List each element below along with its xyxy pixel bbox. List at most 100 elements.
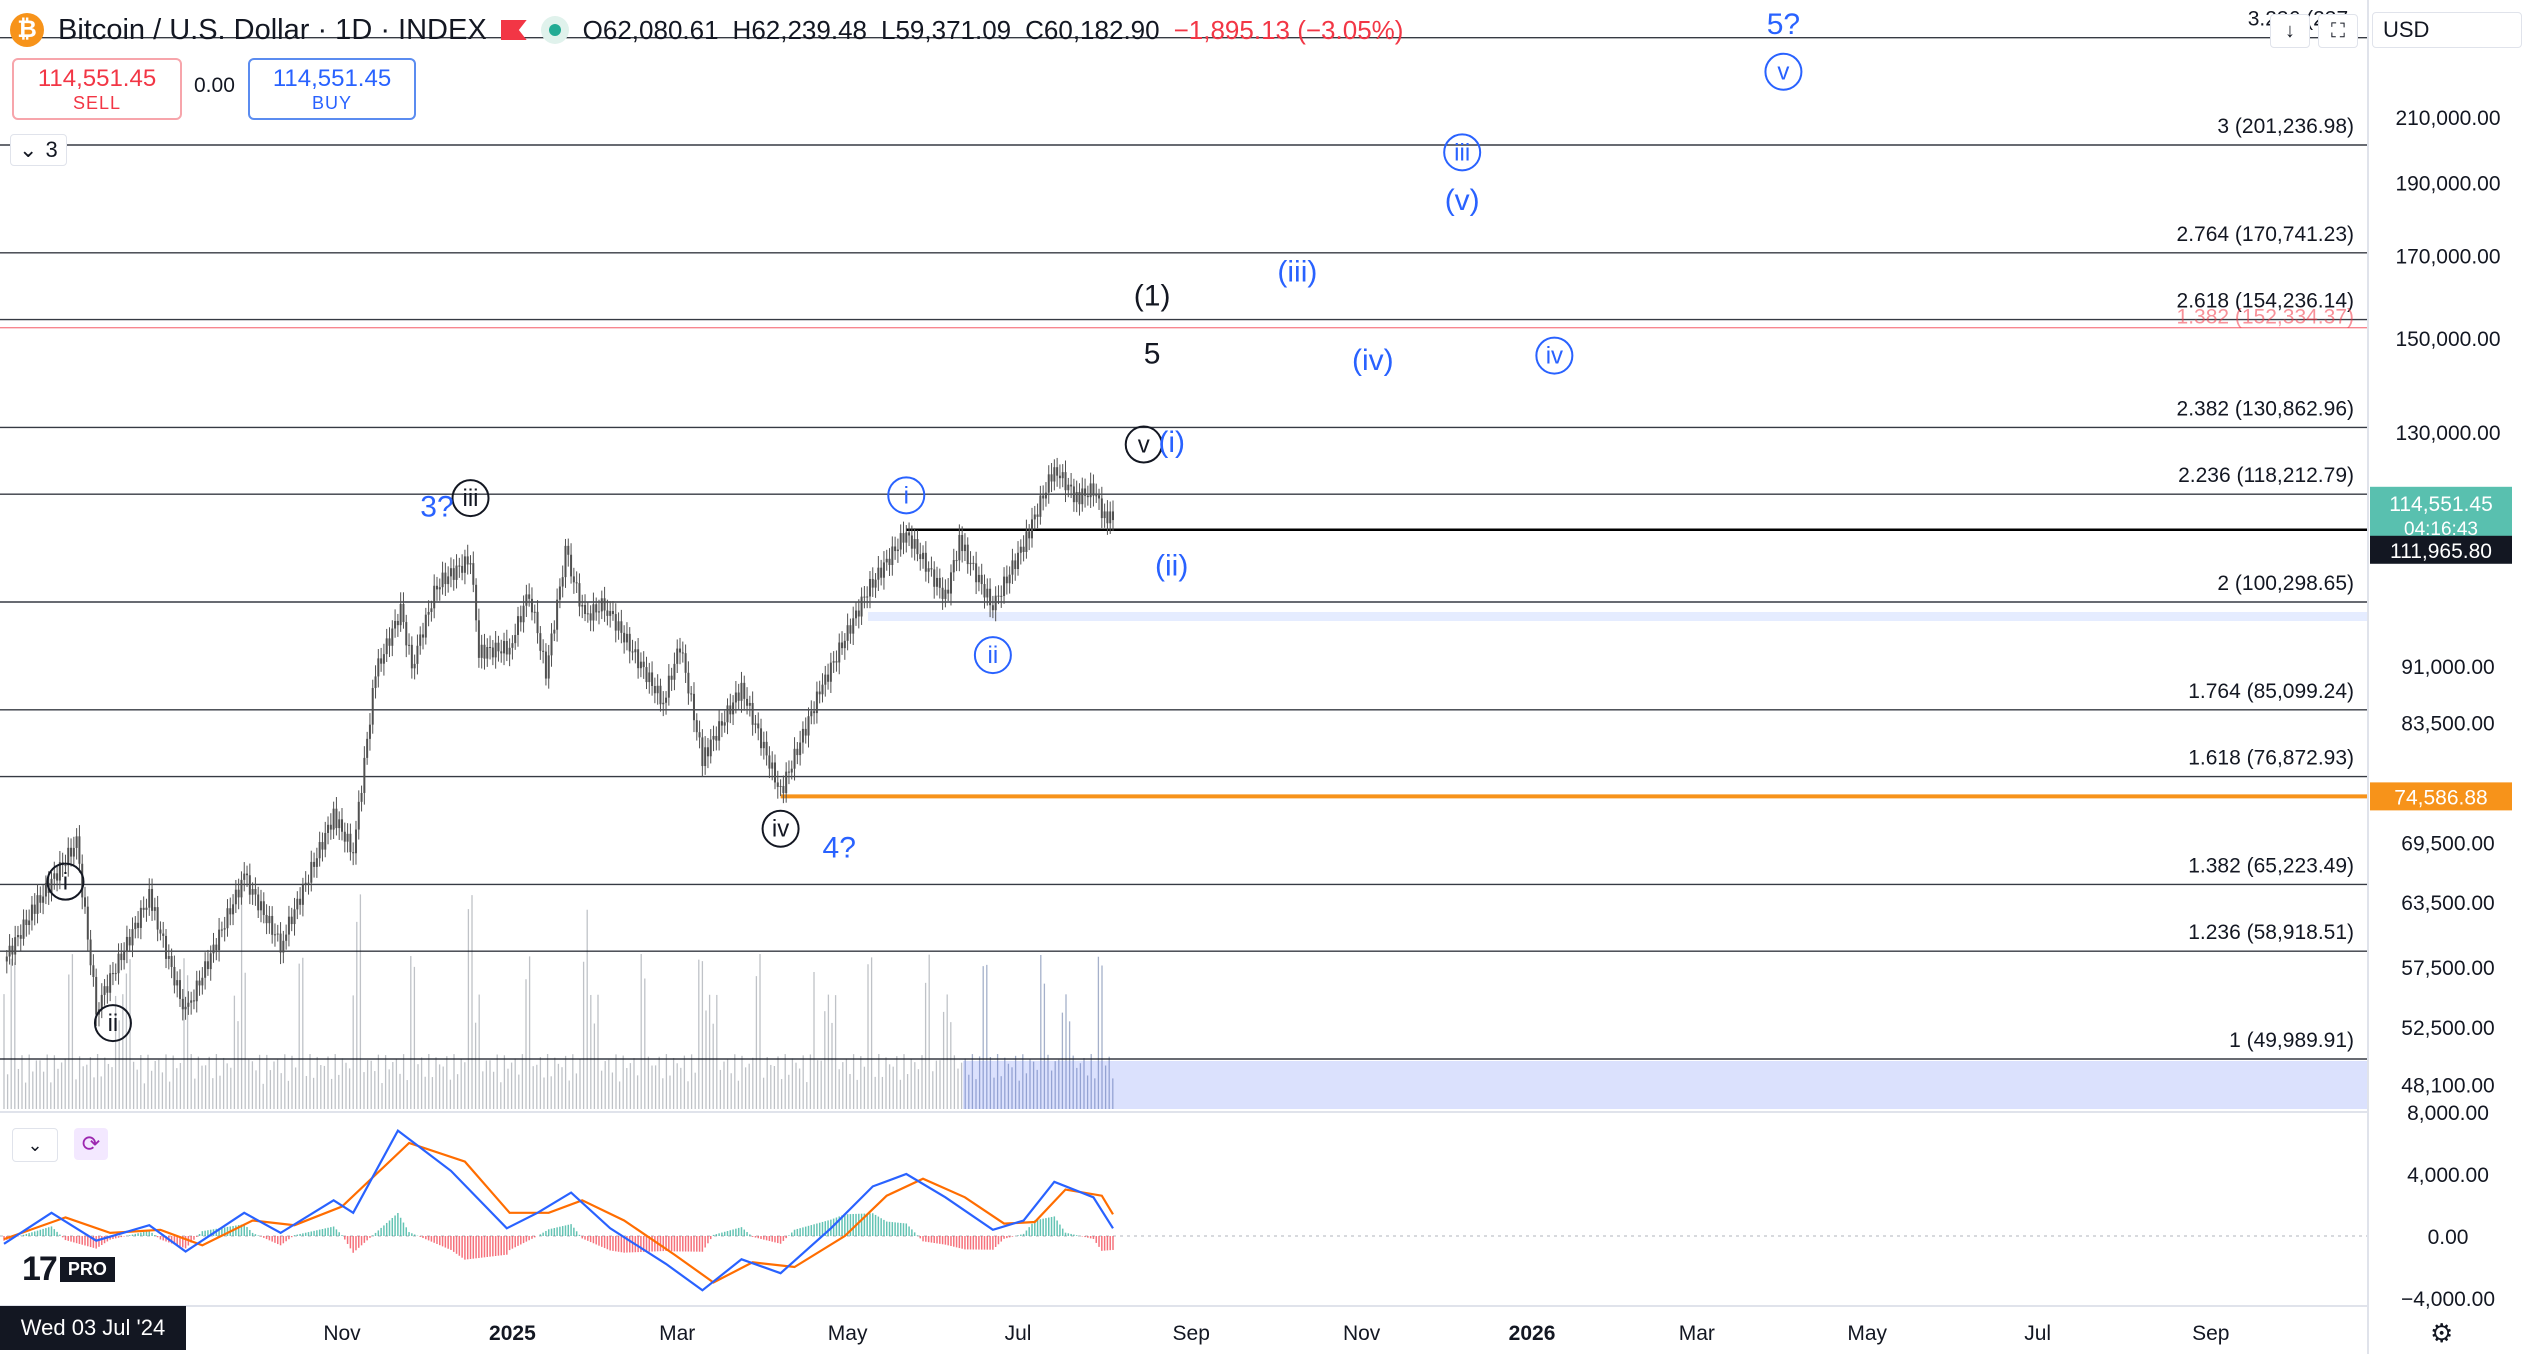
- change-value: −1,895.13 (−3.05%): [1173, 14, 1404, 45]
- candle-body: [1011, 560, 1014, 575]
- candle-body: [5, 956, 8, 962]
- candle-body: [556, 599, 559, 630]
- candle-body: [299, 898, 302, 905]
- indicators-collapse-button[interactable]: ⌄ 3: [10, 134, 67, 166]
- candle-body: [628, 633, 631, 652]
- candle-body: [86, 906, 89, 940]
- candle-body: [631, 651, 634, 653]
- symbol-title[interactable]: Bitcoin / U.S. Dollar · 1D · INDEX: [58, 13, 487, 46]
- candle-body: [290, 916, 293, 925]
- wave-label: iv: [772, 816, 789, 843]
- candle-body: [1061, 472, 1064, 479]
- price-horizontal-lines: [780, 528, 2368, 799]
- candle-body: [307, 882, 310, 884]
- candle-body: [461, 565, 464, 573]
- wave-label: 4?: [823, 831, 856, 864]
- time-axis-label: Jul: [2024, 1322, 2051, 1345]
- candle-body: [754, 723, 757, 725]
- low-value: L59,371.09: [881, 14, 1012, 45]
- wave-label: (v): [1445, 184, 1480, 217]
- spread-value: 0.00: [194, 74, 235, 97]
- candle-body: [1047, 474, 1050, 493]
- fib-label: 2 (100,298.65): [2217, 572, 2354, 595]
- candle-body: [139, 907, 142, 928]
- chart-settings-button[interactable]: ⚙: [2430, 1318, 2453, 1349]
- candle-body: [1092, 483, 1095, 496]
- candle-body: [768, 755, 771, 769]
- macd-collapse-button[interactable]: ⌄: [12, 1128, 58, 1162]
- price-axis-label: 48,100.00: [2401, 1074, 2494, 1097]
- candle-body: [715, 735, 718, 741]
- candle-body: [352, 852, 355, 854]
- macd-sync-button[interactable]: ⟳: [74, 1128, 108, 1160]
- candle-body: [84, 897, 87, 907]
- flag-icon[interactable]: [500, 20, 527, 40]
- candle-body: [156, 907, 159, 930]
- candle-body: [343, 831, 346, 842]
- candle-body: [505, 640, 508, 655]
- candle-body: [81, 863, 84, 898]
- candle-body: [698, 732, 701, 738]
- scroll-down-button[interactable]: ↓: [2270, 14, 2310, 48]
- price-candles: [5, 457, 1114, 1027]
- candle-body: [503, 640, 506, 654]
- wave-label: v: [1777, 59, 1789, 86]
- candle-body: [128, 936, 131, 946]
- candle-body: [773, 762, 776, 783]
- candle-body: [659, 685, 662, 705]
- candle-body: [449, 568, 452, 577]
- candle-body: [95, 976, 98, 1015]
- market-status-icon[interactable]: [540, 16, 569, 44]
- candle-body: [938, 577, 941, 588]
- candle-body: [561, 577, 564, 587]
- candle-body: [148, 889, 151, 908]
- sync-icon: ⟳: [81, 1131, 101, 1156]
- fib-label: 2.236 (118,212.79): [2178, 464, 2354, 487]
- candle-body: [667, 675, 670, 698]
- fullscreen-button[interactable]: ⛶: [2318, 14, 2358, 48]
- candle-body: [991, 605, 994, 611]
- candle-body: [366, 738, 369, 758]
- candle-body: [1081, 488, 1084, 505]
- candle-body: [874, 579, 877, 588]
- candle-body: [592, 604, 595, 621]
- buy-button[interactable]: 114,551.45 BUY: [248, 58, 416, 120]
- candle-body: [237, 889, 240, 898]
- wave-label: (iv): [1352, 344, 1394, 377]
- candle-body: [684, 653, 687, 673]
- candle-body: [704, 747, 707, 767]
- candle-body: [388, 638, 391, 646]
- time-axis-label: Jul: [1005, 1322, 1032, 1345]
- tradingview-logo[interactable]: 17 PRO: [22, 1250, 115, 1288]
- candle-body: [623, 632, 626, 643]
- candle-body: [726, 705, 729, 723]
- candle-body: [458, 565, 461, 567]
- sell-button[interactable]: 114,551.45 SELL: [12, 58, 182, 120]
- candle-body: [114, 973, 117, 975]
- candle-body: [151, 889, 154, 911]
- candle-body: [841, 642, 844, 649]
- candle-body: [776, 782, 779, 787]
- candle-body: [670, 675, 673, 680]
- candle-body: [863, 596, 866, 598]
- candle-body: [570, 554, 573, 577]
- candle-body: [371, 688, 374, 725]
- candle-body: [885, 558, 888, 563]
- candle-body: [354, 829, 357, 854]
- candle-body: [402, 603, 405, 623]
- candle-body: [234, 889, 237, 905]
- candle-body: [72, 847, 75, 857]
- candle-body: [293, 909, 296, 925]
- fib-label: 1.236 (58,918.51): [2188, 921, 2354, 944]
- time-axis[interactable]: Nov 2025 Mar May Jul Sep Nov 2026 Mar May Jul Sep: [323, 1322, 2229, 1345]
- currency-select[interactable]: USD: [2372, 12, 2522, 48]
- candle-body: [896, 549, 899, 552]
- candle-body: [382, 654, 385, 664]
- candle-body: [516, 616, 519, 635]
- crosshair-date-tag: Wed 03 Jul '24: [0, 1306, 186, 1350]
- candle-body: [1056, 467, 1059, 476]
- price-axis[interactable]: 210,000.00 190,000.00 170,000.00 150,000.00…: [2395, 107, 2500, 1311]
- candle-body: [120, 953, 123, 961]
- candle-body: [651, 672, 654, 687]
